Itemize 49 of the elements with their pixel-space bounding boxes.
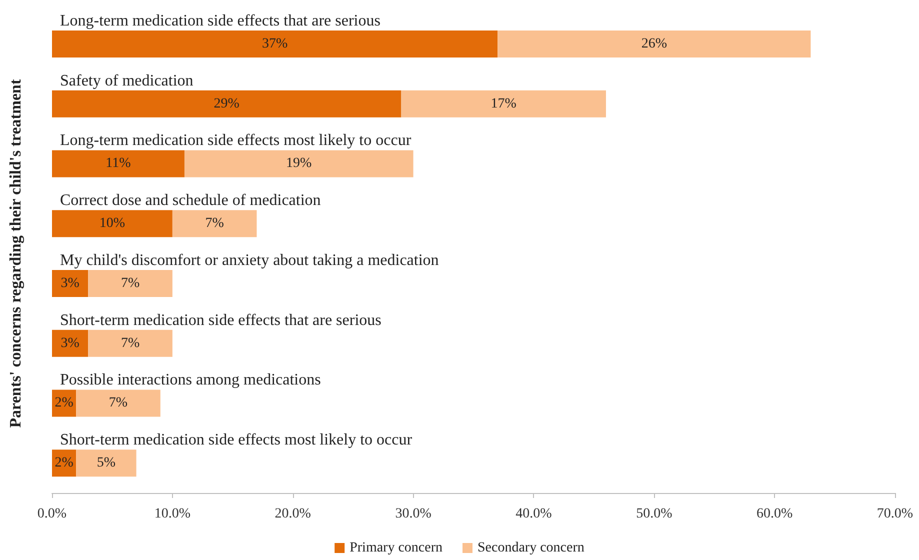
data-label: 5% — [96, 456, 116, 471]
bar — [76, 450, 136, 477]
data-label: 2% — [54, 396, 74, 411]
y-tick-label: Safety of medication — [60, 72, 194, 90]
data-label: 37% — [262, 36, 288, 52]
y-tick-label: Short-term medication side effects that are serious — [60, 312, 382, 329]
y-tick-label: Possible interactions among medications — [60, 372, 321, 389]
data-label: 29% — [214, 96, 240, 112]
bar — [172, 210, 257, 238]
x-tick-label: 20.0% — [274, 506, 312, 522]
y-tick-label: Correct dose and schedule of medication — [60, 192, 321, 210]
data-label: 10% — [99, 216, 126, 232]
data-label: 26% — [641, 36, 668, 52]
data-label: 7% — [205, 216, 224, 232]
bar — [52, 90, 402, 118]
y-tick-label: Long-term medication side effects that are serious — [60, 12, 380, 30]
bar — [52, 150, 184, 178]
bar — [184, 150, 414, 178]
y-tick-label: Short-term medication side effects most likely to occur — [60, 432, 413, 449]
data-label: 11% — [106, 156, 132, 172]
data-label: 3% — [60, 276, 80, 291]
data-label: 17% — [490, 96, 517, 112]
bar — [52, 330, 88, 357]
x-tick-label: 60.0% — [756, 506, 793, 522]
y-tick-label: Long-term medication side effects most likely to occur — [60, 132, 412, 150]
bar — [52, 30, 498, 58]
legend-label: Secondary concern — [478, 540, 584, 556]
data-label: 7% — [108, 396, 128, 411]
y-tick-label: My child's discomfort or anxiety about taking a medication — [60, 252, 439, 269]
data-label: 3% — [60, 336, 80, 351]
x-tick-label: 30.0% — [395, 506, 432, 522]
bar — [401, 90, 606, 118]
data-label: 7% — [120, 336, 140, 351]
y-axis-title: Parents' concerns regarding their child's treatment — [8, 78, 24, 428]
bar — [88, 270, 172, 297]
data-label: 7% — [120, 276, 140, 291]
x-tick-label: 70.0% — [876, 506, 914, 522]
bar — [76, 390, 160, 417]
data-label: 2% — [54, 456, 74, 471]
x-tick-label: 10.0% — [154, 506, 191, 522]
x-tick-label: 0.0% — [37, 506, 67, 522]
legend-label: Primary concern — [350, 540, 443, 556]
data-label: 19% — [286, 156, 312, 172]
bar — [52, 210, 172, 238]
bar — [498, 30, 811, 58]
x-tick-label: 40.0% — [516, 506, 552, 522]
bar — [52, 270, 88, 297]
x-tick-label: 50.0% — [636, 506, 673, 522]
bar — [88, 330, 172, 357]
